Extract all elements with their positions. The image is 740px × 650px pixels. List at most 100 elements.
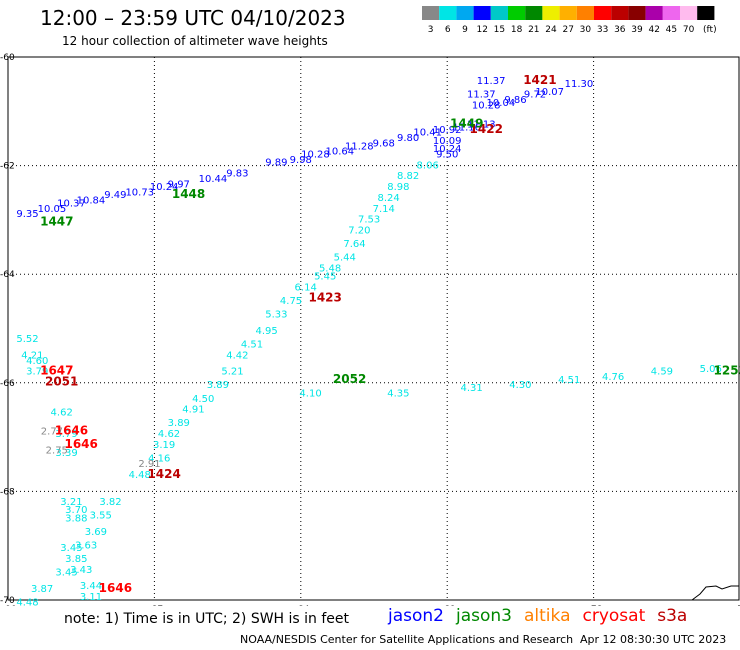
x-tick-label: -78 [588,605,603,606]
swh-point-s3a: 4.10 [299,388,321,399]
swh-point-jason3: 5.48 [319,263,341,274]
colorbar-swatch [576,6,594,20]
swh-point-jason3: 5.45 [314,272,336,283]
swh-point-jason3: 7.20 [348,225,370,236]
swh-point-jason2: 9.86 [504,95,526,106]
colorbar-swatch [680,6,698,20]
swh-point-jason2: 10.28 [472,101,501,112]
swh-point-jason3: 4.60 [26,356,48,367]
colorbar-swatch [439,6,457,20]
pass-time-label: 1422 [470,122,503,136]
swh-point-jason2: 10.84 [77,196,106,207]
footer-date: Apr 12 08:30:30 UTC 2023 [580,633,727,646]
swh-point-jason2: 9.68 [373,139,395,150]
x-tick-label: -81 [441,605,456,606]
colorbar-label: 45 [666,25,677,35]
swh-point-jason2: 9.83 [226,168,248,179]
swh-point-jason3: 3.63 [75,540,97,551]
swh-point-jason3: 4.50 [192,394,214,405]
y-tick-label: -68 [0,487,15,497]
swh-point-jason2: 11.30 [565,79,594,90]
swh-point-jason3: 4.48 [16,597,38,606]
colorbar-swatch [611,6,629,20]
swh-point-jason2: 10.24 [433,144,462,155]
swh-point-jason3: 3.69 [85,527,107,538]
swh-point-jason3: 4.95 [256,326,278,337]
swh-point-jason2: 10.37 [57,198,86,209]
swh-point-s3a: 4.51 [558,375,580,386]
pass-time-label: 1646 [64,437,97,451]
swh-point-jason3: 5.21 [221,367,243,378]
swh-point-jason3: 5.33 [265,310,287,321]
x-tick-label: -90 [2,605,17,606]
colorbar-label: 3 [428,25,434,35]
swh-point-jason3: 3.87 [31,584,53,595]
swh-point-s3a: 4.76 [602,372,624,383]
swh-point-jason3: 3.79 [26,367,48,378]
satellite-legend: jason2 jason3 altika cryosat s3a [388,606,699,626]
x-tick-label: -84 [295,605,310,606]
swh-point-cryosat: 2.77 [41,426,63,437]
y-tick-label: -62 [0,162,15,172]
swh-point-jason2: 10.09 [433,136,462,147]
colorbar-label: 30 [580,25,592,35]
pass-time-label: 2052 [333,372,366,386]
swh-point-jason2: 10.04 [487,98,516,109]
swh-point-jason3: 6.14 [295,282,317,293]
swh-point-s3a: 4.31 [460,383,482,394]
pass-time-label: 1448 [172,187,205,201]
legend-jason3: jason3 [456,606,512,626]
swh-point-jason2: 10.73 [125,187,154,198]
colorbar-label: 70 [683,25,695,35]
swh-point-jason3: 4.48 [129,470,151,481]
colorbar-label: 9 [462,25,468,35]
swh-point-jason3: 3.44 [80,581,102,592]
colorbar-swatch [662,6,680,20]
colorbar-swatch [422,6,440,20]
swh-point-jason3: 8.06 [417,160,439,171]
colorbar-label: 27 [562,25,573,35]
pass-time-label: 1449 [450,117,483,131]
swh-point-jason2: 11.37 [467,90,496,101]
swh-point-cryosat: 2.91 [138,459,160,470]
colorbar-swatch [628,6,646,20]
swh-point-jason2: 9.89 [265,158,287,169]
swh-point-jason3: 5.52 [16,334,38,345]
swh-point-jason2: 9.80 [397,133,419,144]
swh-point-jason2: 11.37 [477,76,506,87]
swh-point-jason3: 4.62 [51,407,73,418]
pass-time-label: 1423 [308,290,341,304]
colorbar-swatch [525,6,543,20]
swh-point-jason2: 10.92 [433,125,462,136]
swh-point-s3a: 4.35 [387,388,409,399]
swh-point-jason3: 7.64 [343,239,365,250]
colorbar-label: 24 [545,25,557,35]
colorbar-swatch [490,6,508,20]
swh-point-jason2: 10.64 [326,147,355,158]
y-tick-label: -70 [0,596,15,606]
swh-point-jason3: 7.53 [358,215,380,226]
swh-point-jason3: 3.19 [153,440,175,451]
swh-point-jason2: 11.13 [467,120,496,131]
footer-credit: NOAA/NESDIS Center for Satellite Applica… [240,633,574,646]
colorbar-swatch [542,6,560,20]
swh-point-jason3: 4.21 [21,350,43,361]
swh-point-jason3: 3.70 [65,505,87,516]
page-title: 12:00 – 23:59 UTC 04/10/2023 [40,6,346,30]
plot-frame [7,56,740,601]
swh-point-jason3: 3.89 [207,380,229,391]
colorbar-swatch [473,6,491,20]
swh-point-s3a: 5.06 [700,364,722,375]
pass-time-label: 1646 [99,581,132,595]
swh-point-jason2: 10.05 [38,204,67,215]
swh-point-jason3: 4.75 [280,296,302,307]
swh-point-jason2: 10.44 [199,174,228,185]
swh-point-jason3: 4.51 [241,340,263,351]
colorbar-swatch [594,6,612,20]
y-tick-label: -60 [0,53,15,63]
swh-point-jason3: 3.82 [99,497,121,508]
x-tick-label: -87 [148,605,163,606]
legend-jason2: jason2 [388,606,444,626]
colorbar-label: 33 [597,25,608,35]
colorbar-label: 15 [494,25,505,35]
